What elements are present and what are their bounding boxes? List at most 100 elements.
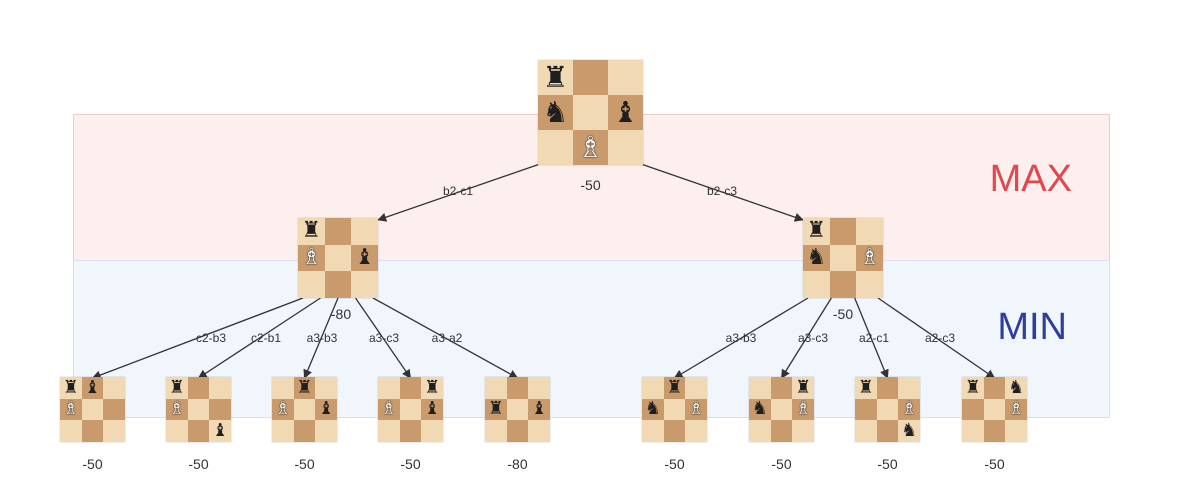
move-label-level2-3: a3-b3 [306, 331, 338, 345]
move-label-level2-1: c2-b3 [195, 331, 227, 345]
square-a1 [803, 271, 830, 298]
level2-score-7: -50 [771, 456, 792, 472]
move-label-level2-5: a3-a2 [431, 331, 463, 345]
move-label-level2-9: a2-c3 [924, 331, 956, 345]
square-b3 [399, 377, 422, 399]
square-c2 [103, 398, 125, 421]
black-knight-icon: ♞ [1008, 376, 1025, 398]
black-knight-icon: ♞ [806, 244, 827, 270]
root-score: -50 [580, 177, 601, 193]
square-b3 [829, 218, 857, 245]
square-c1 [608, 130, 643, 165]
square-c3 [685, 377, 707, 399]
edge-l1-2-to-8 [854, 297, 889, 379]
square-b1 [293, 420, 316, 442]
square-b1 [506, 420, 529, 442]
square-a2: ♞ [538, 95, 573, 130]
white-bishop-icon: ♗ [859, 244, 880, 270]
square-c2: ♝ [528, 398, 550, 421]
square-c1 [315, 420, 337, 442]
square-c1: ♞ [898, 420, 920, 442]
edge-l1-1-to-1 [91, 297, 304, 380]
square-c2: ♝ [315, 398, 337, 421]
square-c1 [351, 271, 378, 298]
square-c2: ♗ [1005, 398, 1027, 421]
white-bishop-icon: ♗ [274, 398, 291, 420]
square-b2 [399, 398, 422, 421]
black-rook-icon: ♜ [301, 218, 322, 244]
square-a3: ♜ [60, 377, 82, 399]
square-c2: ♗ [898, 398, 920, 421]
square-b3 [324, 218, 352, 245]
square-a3 [642, 377, 664, 399]
square-b3: ♝ [81, 377, 104, 399]
black-bishop-icon: ♝ [612, 95, 639, 129]
level2-board-3: ♜ ♗ ♝ [272, 377, 337, 442]
white-bishop-icon: ♗ [577, 130, 604, 164]
square-a1 [298, 271, 325, 298]
black-bishop-icon: ♝ [212, 420, 229, 442]
square-c3 [528, 377, 550, 399]
level2-score-9: -50 [984, 456, 1005, 472]
square-a3 [485, 377, 507, 399]
edge-l1-1-to-4 [354, 297, 412, 379]
move-label-level2-8: a2-c1 [858, 331, 890, 345]
white-bishop-icon: ♗ [380, 398, 397, 420]
square-c2: ♗ [856, 244, 883, 272]
level2-board-1: ♜ ♝ ♗ [60, 377, 125, 442]
edge-l1-2-to-6 [673, 297, 809, 379]
square-a2: ♗ [298, 244, 325, 272]
square-b1 [770, 420, 793, 442]
level2-score-2: -50 [188, 456, 209, 472]
black-knight-icon: ♞ [644, 398, 661, 420]
square-b3: ♜ [293, 377, 316, 399]
square-a2: ♗ [60, 398, 82, 421]
square-a1 [166, 420, 188, 442]
white-bishop-icon: ♗ [795, 398, 812, 420]
square-b1 [399, 420, 422, 442]
edge-root-2 [640, 163, 804, 222]
black-bishop-icon: ♝ [424, 398, 441, 420]
square-a3: ♜ [855, 377, 877, 399]
square-b2 [663, 398, 686, 421]
square-c3: ♜ [421, 377, 443, 399]
square-a1 [60, 420, 82, 442]
square-a2 [855, 398, 877, 421]
square-c3 [898, 377, 920, 399]
square-c2: ♝ [351, 244, 378, 272]
square-a1 [749, 420, 771, 442]
black-knight-icon: ♞ [751, 398, 768, 420]
square-a3 [378, 377, 400, 399]
square-c3 [351, 218, 378, 245]
square-c1 [1005, 420, 1027, 442]
square-b1 [81, 420, 104, 442]
square-a2 [962, 398, 984, 421]
level1-score-1: -80 [330, 306, 352, 322]
black-rook-icon: ♜ [424, 376, 441, 398]
white-bishop-icon: ♗ [62, 398, 79, 420]
level2-board-2: ♜ ♗ ♝ [166, 377, 231, 442]
square-a3: ♜ [803, 218, 830, 245]
move-label-level2-2: c2-b1 [250, 331, 282, 345]
white-bishop-icon: ♗ [688, 398, 705, 420]
square-c2: ♝ [608, 95, 643, 130]
level2-board-7: ♜ ♞ ♗ [749, 377, 814, 442]
square-c1 [421, 420, 443, 442]
black-rook-icon: ♜ [795, 376, 812, 398]
square-b3: ♜ [663, 377, 686, 399]
root-board: ♜ ♞ ♝ ♗ [538, 60, 643, 165]
square-b2 [293, 398, 316, 421]
square-c3: ♞ [1005, 377, 1027, 399]
square-a3: ♜ [962, 377, 984, 399]
square-a2: ♗ [166, 398, 188, 421]
edge-l1-1-to-5 [372, 297, 519, 379]
black-bishop-icon: ♝ [531, 398, 548, 420]
level2-score-3: -50 [294, 456, 315, 472]
square-b1 [187, 420, 210, 442]
square-a3: ♜ [298, 218, 325, 245]
square-c3 [608, 60, 643, 95]
square-c1 [528, 420, 550, 442]
black-bishop-icon: ♝ [354, 244, 375, 270]
square-a2: ♞ [642, 398, 664, 421]
square-b3 [573, 60, 608, 95]
